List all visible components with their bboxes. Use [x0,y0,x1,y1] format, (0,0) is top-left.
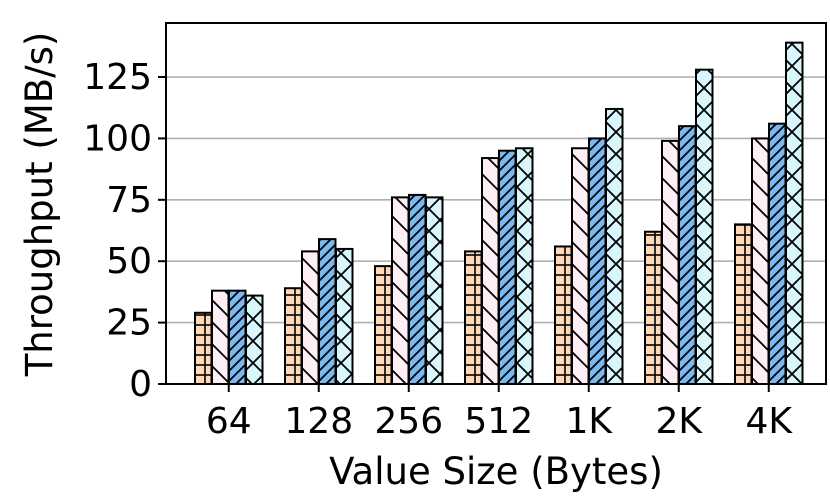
bar-hatch [391,196,410,385]
x-tick-label: 256 [374,401,443,442]
bar-128-series-4 [335,247,354,385]
bar-4K-series-2 [751,137,770,385]
bar-hatch [194,311,213,386]
bar-hatch [211,289,230,385]
bar-64-series-2 [211,289,230,385]
bar-256-series-2 [391,196,410,385]
bar-64-series-3 [228,289,247,385]
bar-hatch [605,107,624,385]
bar-hatch [515,147,534,385]
x-axis-title: Value Size (Bytes) [329,450,663,493]
bar-hatch [678,125,697,386]
bar-256-series-4 [425,196,444,385]
bar-hatch [695,68,714,386]
bar-1K-series-4 [605,107,624,385]
bar-512-series-4 [515,147,534,385]
x-tick-label: 128 [284,401,353,442]
bar-hatch [751,137,770,385]
bar-hatch [408,193,427,385]
bar-hatch [734,223,753,385]
x-tick-label: 4K [745,401,793,442]
y-axis-ticks: 0 25 50 75 100 125 [83,57,166,405]
bar-hatch [785,41,804,385]
bar-1K-series-2 [571,147,590,385]
bar-4K-series-4 [785,41,804,385]
bar-hatch [245,294,264,385]
bar-hatch [335,247,354,385]
bar-2K-series-2 [661,139,680,385]
plot-frame [165,22,827,385]
bar-hatch [644,230,663,385]
bar-2K-series-4 [695,68,714,386]
bar-hatch [768,122,787,385]
bar-hatch [228,289,247,385]
y-tick-label: 25 [106,303,152,344]
bar-hatch [464,250,483,385]
bar-hatch [301,250,320,385]
bar-128-series-1 [284,287,303,385]
bar-hatch [498,149,517,385]
bar-hatch [661,139,680,385]
bar-hatch [571,147,590,385]
bar-512-series-1 [464,250,483,385]
y-axis-title: Throughput (MB/s) [18,32,61,378]
bar-512-series-2 [481,157,500,385]
bar-256-series-1 [374,265,393,385]
y-tick-label: 75 [106,180,152,221]
bar-hatch [481,157,500,385]
bar-64-series-4 [245,294,264,385]
bar-hatch [588,137,607,385]
x-tick-label: 512 [464,401,533,442]
bar-4K-series-3 [768,122,787,385]
x-tick-label: 1K [565,401,613,442]
bars [194,41,804,386]
bar-hatch [284,287,303,385]
y-tick-label: 0 [129,364,152,405]
bar-256-series-3 [408,193,427,385]
bar-hatch [318,238,337,385]
x-tick-label: 2K [655,401,703,442]
bar-4K-series-1 [734,223,753,385]
y-tick-label: 50 [106,241,152,282]
x-axis-ticks: 64 128 256 512 1K 2K 4K [206,384,793,442]
bar-64-series-1 [194,311,213,386]
bar-2K-series-3 [678,125,697,386]
bar-2K-series-1 [644,230,663,385]
bar-128-series-3 [318,238,337,385]
bar-1K-series-3 [588,137,607,385]
bar-512-series-3 [498,149,517,385]
bar-hatch [374,265,393,385]
y-tick-label: 125 [83,57,152,98]
x-tick-label: 64 [206,401,252,442]
bar-hatch [554,245,573,385]
bar-128-series-2 [301,250,320,385]
bar-hatch [425,196,444,385]
y-tick-label: 100 [83,118,152,159]
bar-1K-series-1 [554,245,573,385]
